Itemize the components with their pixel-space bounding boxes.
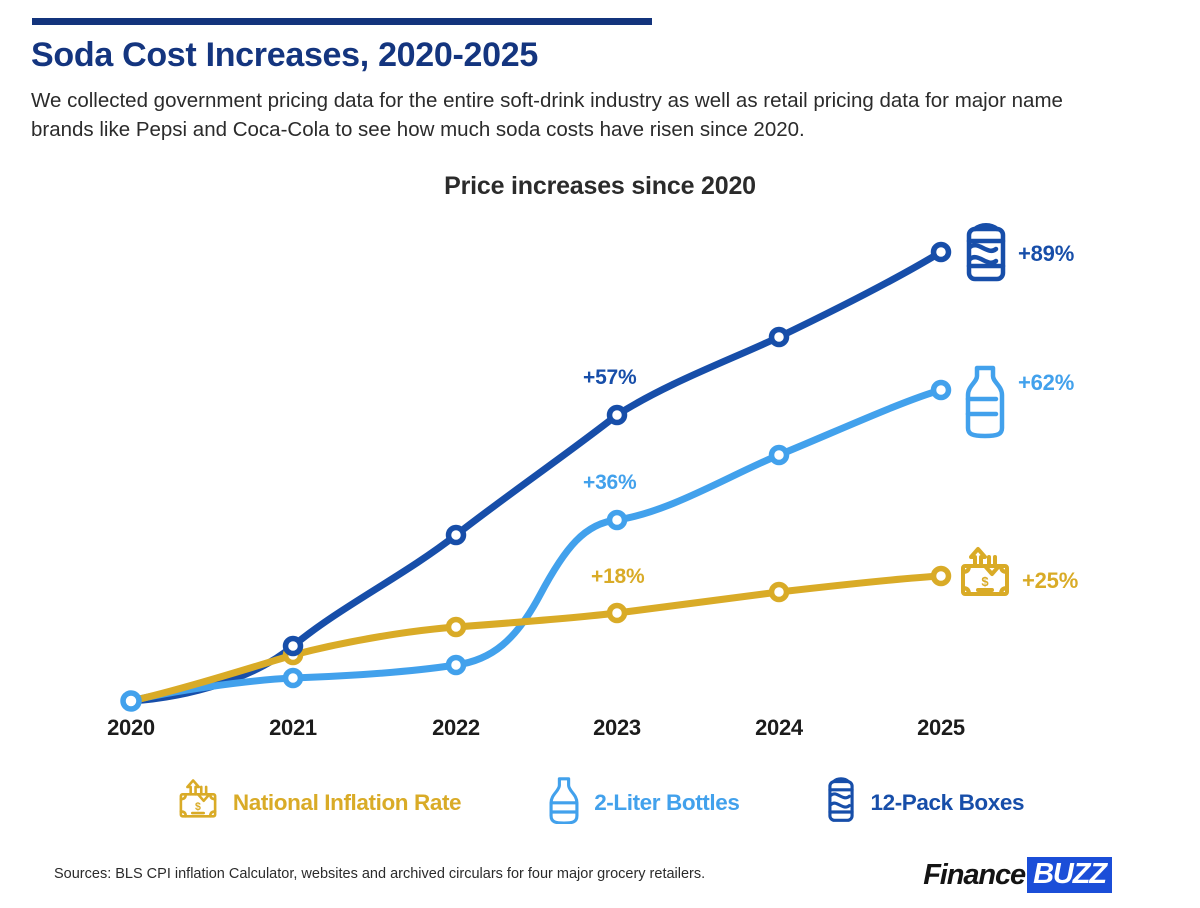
x-axis-label-2023: 2023 <box>593 715 641 740</box>
end-label-2-liter-bottles: +62% <box>1018 370 1075 395</box>
markers-2-liter-bottles <box>120 379 952 712</box>
svg-text:$: $ <box>195 801 201 813</box>
data-label-2-liter-bottles-2023: +36% <box>583 471 637 494</box>
svg-text:$: $ <box>981 574 989 589</box>
markers-12-pack-boxes <box>282 241 952 657</box>
x-axis-label-2022: 2022 <box>432 715 480 740</box>
financebuzz-logo: Finance BUZZ <box>923 857 1112 893</box>
chart-title: Price increases since 2020 <box>444 172 756 200</box>
page-subtitle: We collected government pricing data for… <box>31 89 1063 141</box>
can-icon <box>825 776 857 829</box>
legend-label-12-pack-boxes: 12-Pack Boxes <box>870 789 1025 815</box>
legend-item-12-pack-boxes[interactable]: 12-Pack Boxes <box>825 776 1025 829</box>
x-axis-label-2024: 2024 <box>755 715 803 740</box>
header-rule <box>32 18 652 25</box>
series-line-2-liter-bottles <box>127 386 945 705</box>
logo-buzz-text: BUZZ <box>1027 857 1112 893</box>
end-label-12-pack-boxes: +89% <box>1018 241 1075 266</box>
logo-finance-text: Finance <box>923 858 1026 891</box>
x-axis-label-2025: 2025 <box>917 715 965 740</box>
data-label-12-pack-boxes-2023: +57% <box>583 366 637 389</box>
legend-label-2-liter-bottles: 2-Liter Bottles <box>594 789 740 815</box>
chart-legend: $ National Inflation Rate 2-Liter Bottle… <box>0 776 1200 829</box>
legend-item-2-liter-bottles[interactable]: 2-Liter Bottles <box>547 776 740 829</box>
can-icon-endpoint <box>966 223 1006 282</box>
data-label-national-inflation-rate-2023: +18% <box>591 565 645 588</box>
legend-label-national-inflation-rate: National Inflation Rate <box>232 789 462 815</box>
x-axis-label-2021: 2021 <box>269 715 317 740</box>
series-line-12-pack-boxes <box>127 248 945 705</box>
series-line-national-inflation-rate <box>127 572 945 705</box>
legend-item-national-inflation-rate[interactable]: $ National Inflation Rate <box>176 778 462 827</box>
bottle-icon <box>547 776 581 829</box>
x-axis-label-2020: 2020 <box>107 715 155 740</box>
money-bill-icon-endpoint: $ <box>961 547 1009 596</box>
bottle-icon-endpoint <box>965 365 1005 439</box>
end-label-national-inflation-rate: +25% <box>1022 568 1079 593</box>
sources-note: Sources: BLS CPI inflation Calculator, w… <box>54 866 706 882</box>
money-bill-icon: $ <box>176 778 220 827</box>
page-title: Soda Cost Increases, 2020-2025 <box>31 36 538 74</box>
